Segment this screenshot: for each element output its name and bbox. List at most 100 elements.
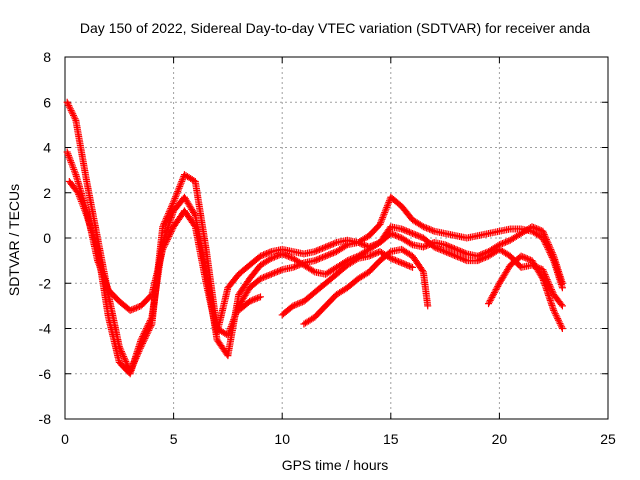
data-point xyxy=(143,323,151,331)
data-point xyxy=(319,253,327,261)
data-point xyxy=(382,205,390,213)
data-point xyxy=(450,251,458,259)
data-point xyxy=(132,304,140,312)
data-point xyxy=(388,230,396,238)
data-point xyxy=(540,229,548,237)
y-tick-label: 2 xyxy=(43,185,51,201)
data-point xyxy=(447,243,455,251)
data-point xyxy=(263,272,271,280)
data-point xyxy=(328,240,336,248)
data-point xyxy=(312,256,320,264)
data-point xyxy=(477,255,485,263)
data-point xyxy=(391,256,399,264)
data-point xyxy=(481,253,489,261)
data-point xyxy=(144,321,152,329)
data-point xyxy=(370,250,378,258)
y-tick-label: -8 xyxy=(39,411,52,427)
data-point xyxy=(264,271,272,279)
data-point xyxy=(422,224,430,232)
data-point xyxy=(142,326,150,334)
data-point xyxy=(368,251,376,259)
data-point xyxy=(315,255,323,263)
data-point xyxy=(178,177,186,185)
data-point xyxy=(531,224,539,232)
data-point xyxy=(395,233,403,241)
data-point xyxy=(441,248,449,256)
y-tick-label: -4 xyxy=(39,321,52,337)
data-point xyxy=(519,253,527,261)
data-point xyxy=(517,252,525,260)
data-point xyxy=(457,247,465,255)
data-point xyxy=(430,243,438,251)
data-point xyxy=(558,323,566,331)
data-point xyxy=(558,279,566,287)
data-point xyxy=(147,315,155,323)
data-point xyxy=(291,263,299,271)
data-point xyxy=(487,295,495,303)
data-point xyxy=(452,245,460,253)
data-point xyxy=(542,236,550,244)
data-point xyxy=(261,250,269,258)
data-point xyxy=(405,228,413,236)
data-point xyxy=(162,214,170,222)
data-point xyxy=(367,251,375,259)
data-point xyxy=(388,255,396,263)
data-point xyxy=(295,299,303,307)
data-point xyxy=(274,268,282,276)
data-point xyxy=(381,209,389,217)
data-point xyxy=(270,269,278,277)
data-point xyxy=(380,210,388,218)
data-point xyxy=(528,223,536,231)
data-point xyxy=(289,302,297,310)
data-point xyxy=(323,251,331,259)
data-point xyxy=(547,284,555,292)
data-point xyxy=(160,219,168,227)
chart-title: Day 150 of 2022, Sidereal Day-to-day VTE… xyxy=(80,20,590,36)
data-point xyxy=(297,299,305,307)
data-point xyxy=(460,249,468,257)
data-point xyxy=(558,302,566,310)
data-point xyxy=(164,211,172,219)
data-point xyxy=(320,253,328,261)
series-track-6 xyxy=(300,245,432,328)
data-point xyxy=(166,229,174,237)
data-point xyxy=(432,244,440,252)
data-point xyxy=(433,244,441,252)
data-point xyxy=(449,244,457,252)
data-point xyxy=(545,281,553,289)
data-point xyxy=(545,279,553,287)
data-point xyxy=(418,266,426,274)
data-point xyxy=(391,231,399,239)
data-point xyxy=(270,253,278,261)
data-point xyxy=(141,328,149,336)
data-point xyxy=(547,245,555,253)
data-point xyxy=(485,298,493,306)
data-point xyxy=(486,296,494,304)
data-point xyxy=(443,248,451,256)
data-point xyxy=(446,243,454,251)
data-point xyxy=(170,198,178,206)
data-point xyxy=(371,250,379,258)
data-point xyxy=(159,223,167,231)
data-point xyxy=(123,359,131,367)
data-point xyxy=(461,256,469,264)
data-point xyxy=(329,240,337,248)
data-point xyxy=(474,257,482,265)
data-point xyxy=(525,255,533,263)
data-point xyxy=(175,184,183,192)
data-point xyxy=(419,223,427,231)
data-point xyxy=(412,231,420,239)
data-point xyxy=(322,252,330,260)
data-point xyxy=(454,246,462,254)
data-point xyxy=(146,316,154,324)
data-point xyxy=(478,255,486,263)
data-point xyxy=(266,255,274,263)
data-point xyxy=(142,325,150,332)
data-point xyxy=(281,251,289,259)
data-point xyxy=(548,286,556,294)
data-point xyxy=(256,275,264,283)
data-point xyxy=(137,336,145,344)
data-point xyxy=(277,266,285,274)
data-point xyxy=(190,210,198,218)
y-tick-label: 4 xyxy=(43,140,51,156)
